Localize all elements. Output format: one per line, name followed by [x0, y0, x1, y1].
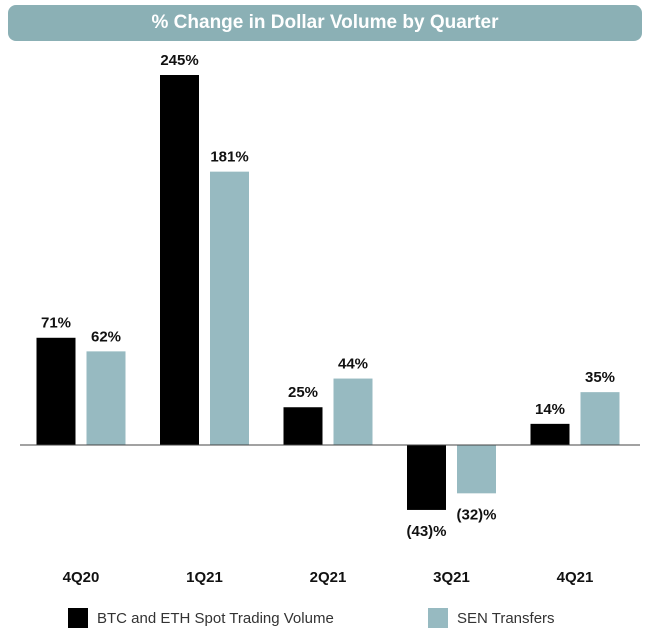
data-label: (43)% [406, 523, 446, 540]
data-label: 181% [210, 149, 248, 166]
title-banner [8, 5, 642, 41]
x-tick-label: 3Q21 [433, 569, 470, 586]
data-label: 25% [288, 384, 318, 401]
legend-swatch [68, 608, 88, 628]
bar [333, 378, 373, 445]
data-label: 62% [91, 328, 121, 345]
legend-swatch [428, 608, 448, 628]
x-tick-label: 4Q20 [63, 569, 100, 586]
x-tick-label: 2Q21 [310, 569, 347, 586]
legend-label: SEN Transfers [457, 610, 555, 627]
bar [210, 171, 249, 445]
bar [530, 423, 570, 445]
bar [580, 392, 620, 445]
bar [36, 337, 76, 445]
data-label: 71% [41, 315, 71, 332]
data-label: 35% [585, 369, 615, 386]
data-label: 14% [535, 401, 565, 418]
x-tick-label: 1Q21 [186, 569, 223, 586]
bar [86, 351, 126, 445]
data-label: (32)% [456, 506, 496, 523]
data-label: 245% [160, 52, 198, 69]
legend-label: BTC and ETH Spot Trading Volume [97, 610, 334, 627]
data-label: 44% [338, 356, 368, 373]
bar [457, 445, 496, 494]
x-tick-label: 4Q21 [557, 569, 594, 586]
bar [160, 75, 199, 445]
bar [407, 445, 446, 510]
chart-title: % Change in Dollar Volume by Quarter [152, 12, 500, 33]
bar [283, 407, 323, 445]
